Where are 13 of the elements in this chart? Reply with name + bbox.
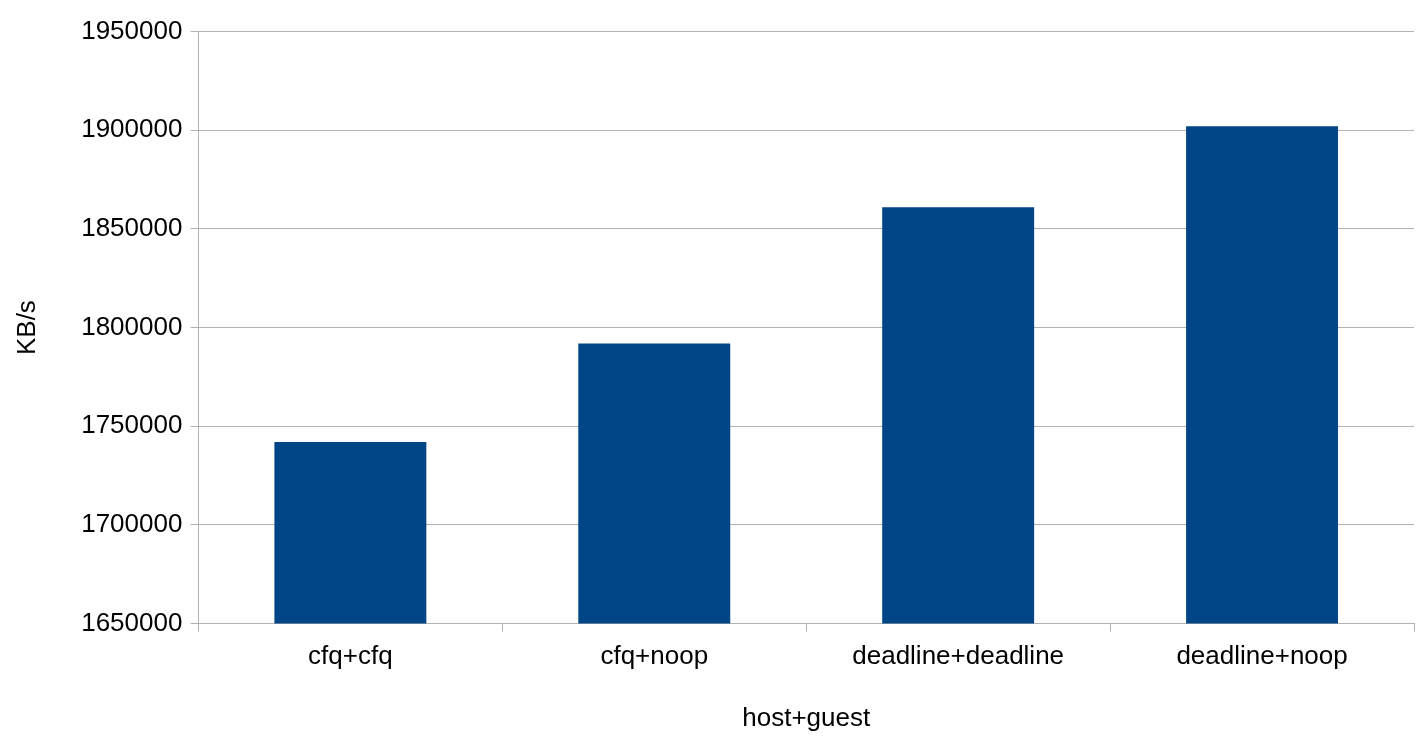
y-tick-label: 1850000	[81, 212, 183, 243]
x-axis-title: host+guest	[742, 701, 871, 732]
y-axis-title: KB/s	[10, 300, 41, 356]
x-tick-label: deadline+noop	[1176, 640, 1348, 671]
y-tick-label: 1900000	[81, 113, 183, 144]
x-tick-label: cfq+noop	[600, 640, 709, 671]
y-tick-label: 1950000	[81, 14, 183, 45]
y-tick-label: 1650000	[81, 606, 183, 637]
y-tick-label: 1700000	[81, 508, 183, 539]
x-tick-label: cfq+cfq	[308, 640, 393, 671]
x-tick-label: deadline+deadline	[852, 640, 1065, 671]
y-tick-label: 1750000	[81, 409, 183, 440]
y-tick-label: 1800000	[81, 310, 183, 341]
